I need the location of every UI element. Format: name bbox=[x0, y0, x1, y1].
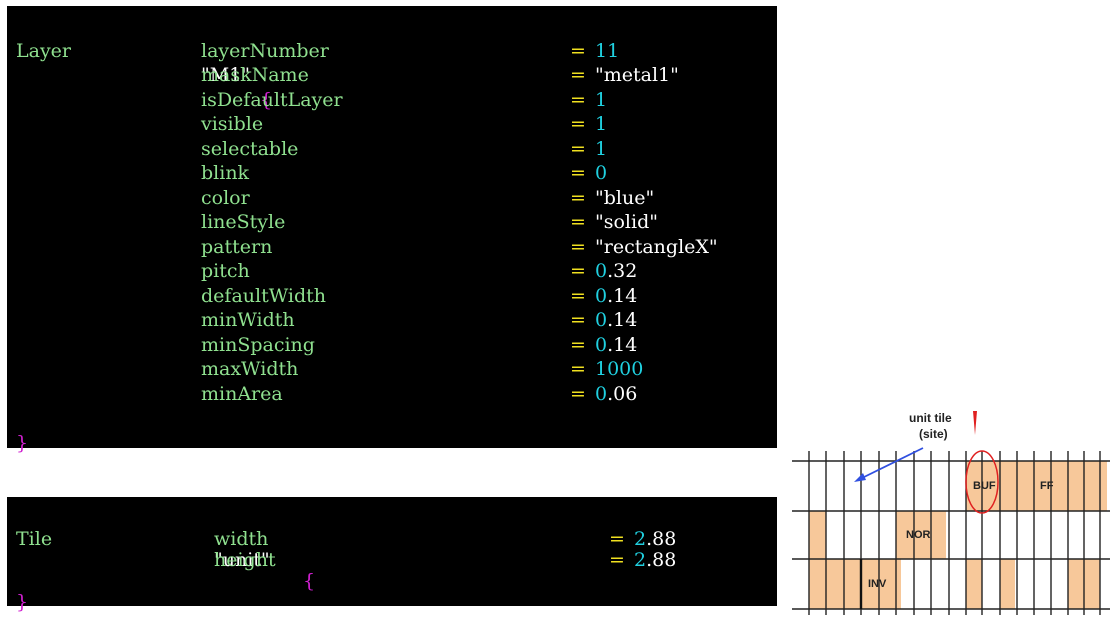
equals-sign: = bbox=[570, 39, 586, 62]
property-key: defaultWidth bbox=[201, 284, 327, 307]
equals-sign: = bbox=[570, 333, 586, 356]
inv-label: INV bbox=[868, 578, 887, 590]
layer-keyword: Layer bbox=[16, 39, 72, 62]
layer-header-line: Layer "M1" { bbox=[7, 14, 272, 111]
tile-close-line: } bbox=[7, 571, 31, 613]
equals-sign: = bbox=[570, 162, 586, 184]
equals-sign: = bbox=[609, 528, 625, 550]
equals-sign: = bbox=[570, 309, 586, 331]
tile-open-brace: { bbox=[303, 570, 316, 592]
equals-sign: = bbox=[570, 358, 586, 380]
equals-sign: = bbox=[570, 186, 586, 209]
property-key: maskName bbox=[201, 64, 309, 86]
property-value: 0.14 bbox=[595, 309, 638, 331]
property-key: maxWidth bbox=[201, 358, 299, 380]
property-value: "metal1" bbox=[595, 64, 679, 86]
property-value: 0 bbox=[595, 162, 608, 184]
property-value: 2.88 bbox=[634, 528, 677, 550]
property-value: 11 bbox=[595, 39, 620, 62]
property-key: selectable bbox=[201, 137, 299, 160]
inv-cell bbox=[861, 559, 901, 609]
site-grid bbox=[808, 451, 1101, 615]
property-value: 1 bbox=[595, 88, 608, 111]
property-key: color bbox=[201, 186, 250, 209]
bottom-mid-cell bbox=[966, 559, 982, 609]
unit-tile-site-diagram: BUF FF NOR INV unit tile (site) bbox=[792, 411, 1110, 615]
unit-tile-arrow bbox=[859, 447, 924, 480]
property-value: 2.88 bbox=[634, 549, 677, 571]
property-value: 1000 bbox=[595, 358, 644, 380]
property-value: 0.14 bbox=[595, 284, 638, 307]
cell-fills bbox=[809, 461, 1107, 609]
tile-close-brace: } bbox=[16, 591, 29, 613]
row-lines bbox=[792, 460, 1110, 610]
buf-highlight-ellipse bbox=[965, 450, 999, 514]
property-key: lineStyle bbox=[201, 211, 286, 233]
equals-sign: = bbox=[570, 260, 586, 282]
equals-sign: = bbox=[609, 549, 625, 571]
nor-cell bbox=[896, 511, 946, 559]
bottom-mid2-cell bbox=[1000, 559, 1015, 609]
ff-label: FF bbox=[1040, 480, 1054, 492]
layer-name: "M1" bbox=[201, 64, 251, 86]
unit-tile-label: unit tile bbox=[909, 411, 952, 425]
property-value: 1 bbox=[595, 113, 608, 135]
property-key: width bbox=[214, 528, 269, 550]
left-filler-cell bbox=[809, 511, 826, 559]
layer-close-brace: } bbox=[16, 431, 29, 454]
property-value: 1 bbox=[595, 137, 608, 160]
equals-sign: = bbox=[570, 64, 586, 86]
equals-sign: = bbox=[570, 211, 586, 233]
bottom-left-cell bbox=[809, 559, 864, 609]
equals-sign: = bbox=[570, 284, 586, 307]
property-key: height bbox=[214, 549, 276, 571]
property-key: isDefaultLayer bbox=[201, 88, 343, 111]
layer-close-line: } bbox=[7, 406, 31, 454]
property-key: minWidth bbox=[201, 309, 295, 331]
site-label: (site) bbox=[919, 427, 948, 441]
layer-definition-panel: Layer "M1" { layerNumber = 11 maskName = "met… bbox=[7, 6, 777, 454]
buf-label: BUF bbox=[973, 480, 996, 492]
property-value: 0.14 bbox=[595, 333, 638, 356]
property-key: pitch bbox=[201, 260, 250, 282]
tile-keyword: Tile bbox=[16, 528, 53, 550]
equals-sign: = bbox=[570, 137, 586, 160]
ff-cell bbox=[998, 461, 1107, 511]
property-key: minSpacing bbox=[201, 333, 315, 356]
property-value: "solid" bbox=[595, 211, 658, 233]
red-marker-icon bbox=[973, 411, 977, 435]
tile-header-line: Tile "unit" { bbox=[7, 508, 315, 592]
property-value: 0.32 bbox=[595, 260, 638, 282]
property-key: pattern bbox=[201, 235, 273, 258]
equals-sign: = bbox=[570, 113, 586, 135]
nor-label: NOR bbox=[906, 529, 931, 541]
tile-name: "unit" bbox=[214, 549, 270, 571]
equals-sign: = bbox=[570, 88, 586, 111]
property-key: layerNumber bbox=[201, 39, 329, 62]
property-value: 0.06 bbox=[595, 382, 638, 405]
property-key: blink bbox=[201, 162, 250, 184]
property-key: minArea bbox=[201, 382, 283, 405]
arrow-head-icon bbox=[854, 473, 866, 482]
property-value: "blue" bbox=[595, 186, 655, 209]
tile-definition-panel: Tile "unit" { width = 2.88 height = 2.88 } bbox=[7, 497, 777, 613]
equals-sign: = bbox=[570, 382, 586, 405]
property-value: "rectangleX" bbox=[595, 235, 718, 258]
property-key: visible bbox=[201, 113, 264, 135]
layer-open-brace: { bbox=[260, 88, 273, 111]
equals-sign: = bbox=[570, 235, 586, 258]
